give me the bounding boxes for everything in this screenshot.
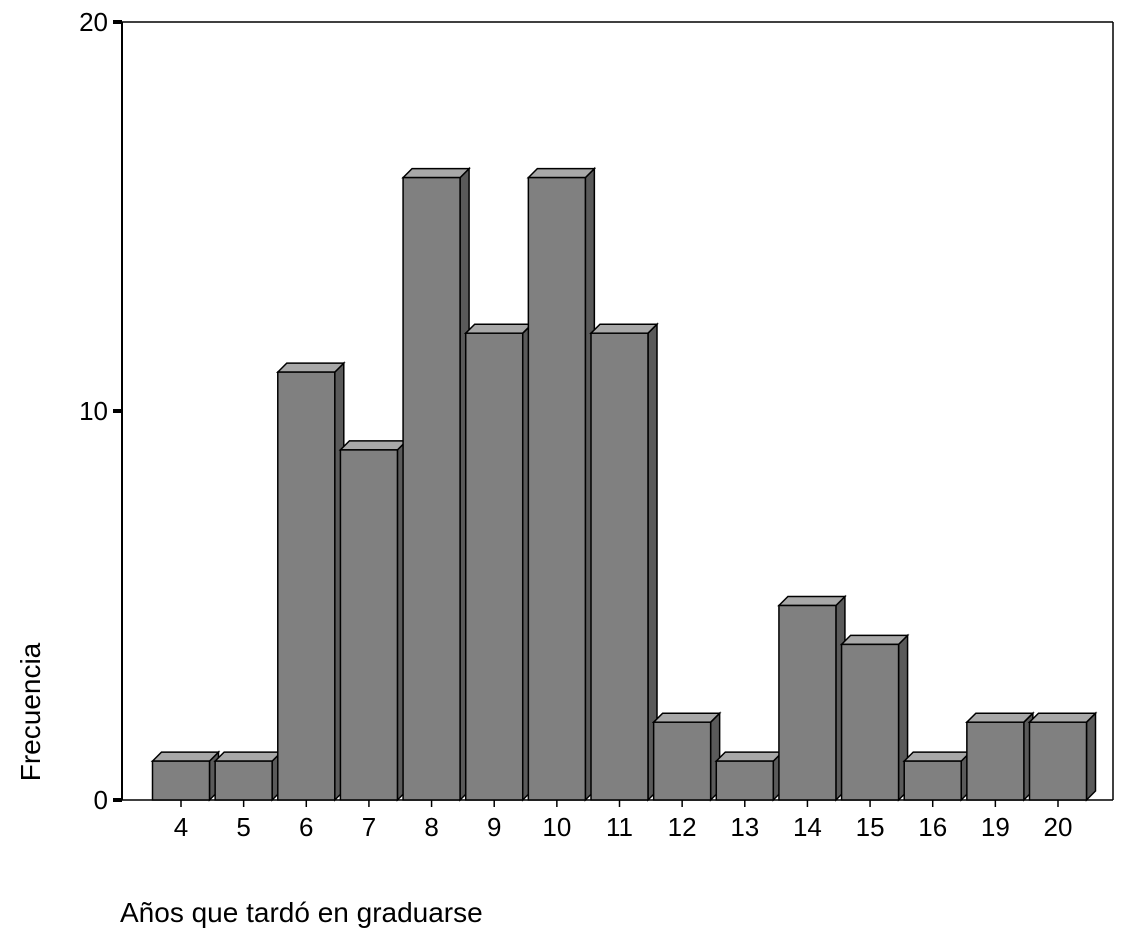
y-tick-label: 10 <box>79 396 108 426</box>
bar-front-4 <box>151 760 211 801</box>
bars-group <box>150 166 1098 802</box>
x-tick-label: 10 <box>542 812 571 842</box>
x-tick-label: 12 <box>668 812 697 842</box>
bar-side-20 <box>1085 711 1097 802</box>
bar-front-9 <box>464 332 524 801</box>
x-tick-label: 6 <box>299 812 313 842</box>
bar-front-16 <box>903 760 962 801</box>
bar-14 <box>777 594 847 802</box>
bar-19 <box>965 711 1035 802</box>
x-tick-label: 4 <box>174 812 188 842</box>
bar-top-16 <box>902 751 973 762</box>
bar-11 <box>589 322 659 802</box>
bar-front-7 <box>339 449 399 801</box>
y-axis-title: Frecuencia <box>15 642 46 781</box>
bar-front-11 <box>590 332 649 801</box>
bar-8 <box>401 166 471 802</box>
bar-6 <box>275 361 346 802</box>
x-tick-label: 20 <box>1044 812 1073 842</box>
bar-10 <box>526 166 597 802</box>
bar-front-15 <box>840 643 900 801</box>
bar-top-14 <box>777 595 847 607</box>
bar-top-7 <box>338 440 409 451</box>
x-ticks-group: 4 5 6 7 8 9 10 11 12 13 14 15 16 19 20 <box>174 800 1073 842</box>
x-tick-label: 5 <box>236 812 250 842</box>
bar-top-6 <box>275 362 346 373</box>
bar-front-14 <box>778 604 837 801</box>
bar-12 <box>651 711 722 802</box>
bar-top-20 <box>1027 712 1098 723</box>
bar-top-8 <box>401 167 471 179</box>
bar-front-19 <box>966 721 1025 801</box>
bar-16 <box>902 750 973 802</box>
bar-top-11 <box>589 323 659 334</box>
bar-20 <box>1027 711 1098 802</box>
bar-front-5 <box>214 760 273 801</box>
bar-top-13 <box>714 751 785 762</box>
x-tick-label: 15 <box>856 812 885 842</box>
x-tick-label: 13 <box>730 812 759 842</box>
y-ticks-group: 0 10 20 <box>79 7 122 815</box>
bar-top-15 <box>839 634 910 646</box>
y-tick-label: 20 <box>79 7 108 37</box>
bar-9 <box>463 322 534 802</box>
x-tick-label: 19 <box>981 812 1010 842</box>
x-tick-label: 16 <box>918 812 947 842</box>
x-tick-label: 7 <box>362 812 376 842</box>
bar-front-6 <box>277 371 336 801</box>
bar-front-10 <box>527 176 587 801</box>
y-tick-label: 0 <box>94 785 108 815</box>
bar-front-12 <box>652 721 712 801</box>
bar-13 <box>714 750 785 802</box>
bar-top-19 <box>965 712 1035 723</box>
bar-front-13 <box>715 760 775 801</box>
x-tick-label: 11 <box>606 812 633 842</box>
x-axis-title: Años que tardó en graduarse <box>120 897 483 928</box>
bar-front-8 <box>402 176 461 801</box>
bar-15 <box>839 633 910 802</box>
x-tick-label: 9 <box>487 812 501 842</box>
bar-top-12 <box>651 712 722 723</box>
bar-top-10 <box>526 167 597 179</box>
bar-4 <box>150 750 221 802</box>
x-tick-label: 8 <box>424 812 438 842</box>
bar-top-5 <box>213 751 283 762</box>
bar-top-9 <box>463 323 534 334</box>
bar-7 <box>338 439 409 802</box>
bar-front-20 <box>1028 721 1088 801</box>
x-tick-label: 14 <box>793 812 822 842</box>
bar-5 <box>213 750 283 802</box>
bar-top-4 <box>150 751 221 762</box>
